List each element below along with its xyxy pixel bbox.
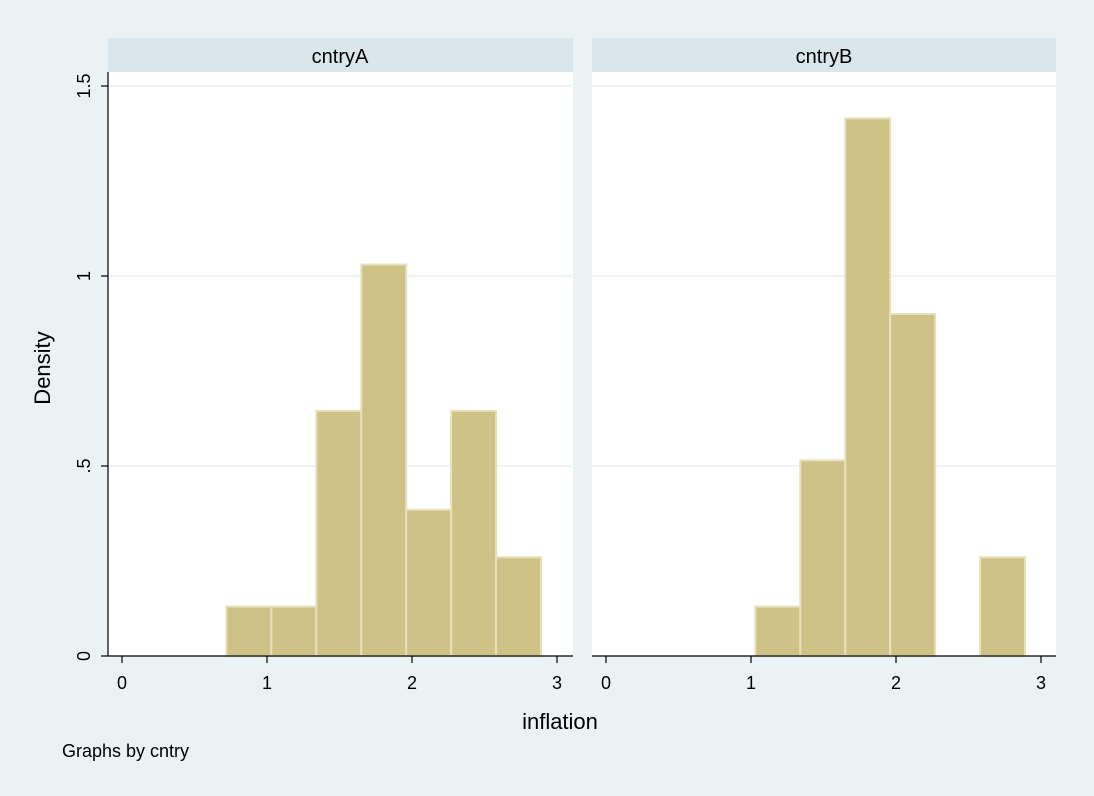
x-axis-cntryB: 0 1 2 3 [592,655,1056,693]
x-axis-title: inflation [522,709,598,734]
panel-cntryA: cntryA 0 1 2 3 [108,38,573,693]
histogram-bar [754,605,802,657]
y-tick-label: .5 [74,458,94,473]
panel-title-strip-cntryA [108,38,573,72]
panel-title-cntryB: cntryB [796,46,853,68]
histogram-bar [405,508,453,658]
panel-cntryB: cntryB 0 1 2 3 [592,38,1056,693]
graph-note: Graphs by cntry [62,741,189,761]
x-axis-cntryA: 0 1 2 3 [108,655,573,693]
x-tick-label: 0 [117,673,127,693]
histogram-bar [979,556,1027,658]
histogram-bar [360,263,408,657]
panel-title-strip-cntryB [592,38,1056,72]
histogram-bar [270,605,318,657]
x-tick-label: 2 [891,673,901,693]
y-axis: 0 .5 1 1.5 [74,72,109,661]
y-tick-label: 1 [74,271,94,281]
histogram-bar [495,556,543,658]
x-tick-label: 1 [746,673,756,693]
histogram-bar [450,409,498,657]
y-tick-label: 0 [74,651,94,661]
y-tick-label: 1.5 [74,73,94,98]
x-tick-label: 0 [601,673,611,693]
x-tick-label: 3 [1036,673,1046,693]
histogram-bar [844,117,892,658]
histogram-bar [799,459,847,657]
x-tick-label: 2 [407,673,417,693]
y-axis-title: Density [30,331,55,404]
bars-cntryB [754,117,1027,658]
panel-title-cntryA: cntryA [312,46,369,68]
x-tick-label: 1 [262,673,272,693]
histogram-bar [889,313,937,657]
x-tick-label: 3 [552,673,562,693]
histogram-bar [225,605,273,657]
histogram-bar [315,409,363,657]
